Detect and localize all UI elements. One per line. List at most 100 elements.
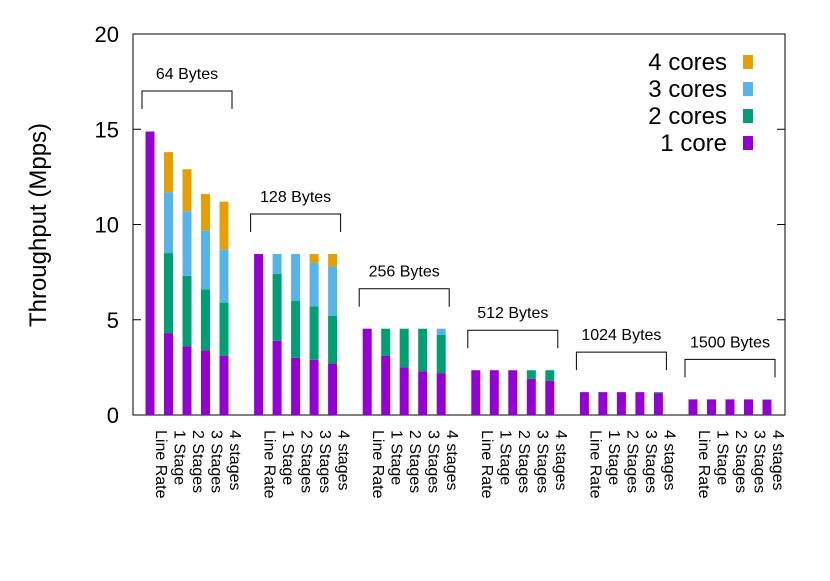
x-tick-label: 4 stages bbox=[660, 430, 677, 490]
y-tick-label: 20 bbox=[95, 22, 119, 47]
bar-segment-1-core bbox=[272, 340, 282, 415]
x-tick-labels: Line Rate 1 Stage 2 Stages 3 Stages 4 stages… bbox=[152, 430, 786, 499]
legend-label: 4 cores bbox=[648, 49, 727, 76]
bar-segment-2-cores bbox=[272, 274, 282, 341]
x-tick-label: 4 stages bbox=[552, 430, 569, 490]
bar-segment-3-cores bbox=[309, 262, 319, 307]
bar-segment-3-cores bbox=[272, 254, 282, 275]
legend-label: 3 cores bbox=[648, 76, 727, 103]
group-label: 128 Bytes bbox=[260, 189, 331, 206]
group-bracket bbox=[358, 288, 450, 307]
bar-segment-4-cores bbox=[328, 254, 338, 267]
x-tick-label: 4 stages bbox=[769, 430, 786, 490]
bar-segment-1-core bbox=[182, 346, 192, 415]
bar-segment-1-core bbox=[291, 357, 301, 415]
legend-swatch bbox=[743, 136, 753, 150]
bar-segment-2-cores bbox=[399, 328, 409, 368]
x-tick-label: 2 Stages bbox=[732, 430, 749, 493]
x-tick-label: Line Rate bbox=[369, 430, 386, 499]
x-tick-label: 2 Stages bbox=[298, 430, 315, 493]
bar-segment-4-cores bbox=[164, 152, 173, 193]
bar-segment-1-core bbox=[653, 393, 663, 415]
bar-segment-1-core bbox=[201, 350, 210, 415]
bar-line-rate bbox=[145, 131, 155, 415]
group-label: 256 Bytes bbox=[369, 264, 440, 281]
y-tick-label: 15 bbox=[95, 117, 119, 142]
bar-segment-2-cores bbox=[219, 302, 229, 356]
bar-segment-1-core bbox=[762, 399, 772, 415]
axes: 0 5 10 15 20 bbox=[95, 22, 786, 428]
bar-segment-3-cores bbox=[164, 192, 173, 254]
x-tick-label: 4 stages bbox=[335, 430, 352, 490]
bar-segment-2-cores bbox=[436, 334, 446, 374]
bar-segment-2-cores bbox=[182, 275, 192, 347]
x-tick-label: Line Rate bbox=[586, 430, 603, 499]
bar-segment-2-cores bbox=[309, 306, 319, 360]
group-brackets: 64 Bytes 128 Bytes 256 Bytes 512 Bytes 1024 … bbox=[141, 66, 776, 378]
bar-segment-1-core bbox=[707, 399, 716, 415]
bar-segment-1-core bbox=[489, 370, 499, 415]
bar-segment-1-core bbox=[219, 355, 229, 415]
bar-segment-1-core bbox=[164, 333, 173, 415]
group-bracket bbox=[684, 358, 776, 378]
bars bbox=[145, 131, 772, 415]
x-tick-label: 3 Stages bbox=[642, 430, 659, 493]
x-tick-label: 3 Stages bbox=[751, 430, 768, 493]
x-tick-label: 1 Stage bbox=[171, 430, 188, 485]
bar-line-rate bbox=[579, 392, 589, 415]
bar-line-rate bbox=[254, 254, 264, 415]
x-tick-label: 2 Stages bbox=[406, 430, 423, 493]
bar-segment-4-cores bbox=[182, 169, 192, 212]
bar-segment-1-core bbox=[399, 367, 409, 415]
legend-label: 1 core bbox=[660, 130, 727, 157]
bar-segment-4-cores bbox=[219, 201, 229, 250]
bar-line-rate bbox=[688, 399, 698, 415]
bar-segment-1-core bbox=[309, 359, 319, 415]
bar-segment-2-cores bbox=[526, 370, 536, 379]
bar-segment-3-cores bbox=[201, 230, 210, 290]
bar-segment-2-cores bbox=[653, 392, 663, 394]
x-tick-label: Line Rate bbox=[695, 430, 712, 499]
x-tick-label: 2 Stages bbox=[515, 430, 532, 493]
x-tick-label: 1 Stage bbox=[496, 430, 513, 485]
group-label: 1500 Bytes bbox=[690, 334, 770, 351]
x-tick-label: 2 Stages bbox=[623, 430, 640, 493]
legend-label: 2 cores bbox=[648, 103, 727, 130]
bar-segment-1-core bbox=[635, 392, 645, 415]
bar-segment-2-cores bbox=[291, 300, 301, 358]
x-tick-label: Line Rate bbox=[152, 430, 169, 499]
bar-segment-1-core bbox=[436, 373, 446, 415]
bar-segment-1-core bbox=[616, 392, 626, 415]
bar-segment-1-core bbox=[598, 392, 608, 415]
x-tick-label: 3 Stages bbox=[533, 430, 550, 493]
y-tick-label: 10 bbox=[95, 213, 119, 238]
bar-segment-3-cores bbox=[436, 328, 446, 335]
y-tick-label: 5 bbox=[107, 308, 119, 333]
x-tick-label: 1 Stage bbox=[714, 430, 731, 485]
bar-segment-1-core bbox=[418, 371, 428, 415]
bar-segment-1-core bbox=[744, 399, 753, 415]
group-bracket bbox=[467, 329, 559, 349]
group-label: 512 Bytes bbox=[477, 305, 548, 322]
x-tick-label: 4 stages bbox=[443, 430, 460, 490]
bar-segment-2-cores bbox=[164, 253, 173, 334]
x-tick-label: Line Rate bbox=[478, 430, 495, 499]
bar-segment-3-cores bbox=[182, 211, 192, 276]
bar-segment-2-cores bbox=[381, 328, 391, 356]
x-tick-label: 1 Stage bbox=[388, 430, 405, 485]
bar-segment-1-core bbox=[381, 355, 391, 415]
bar-segment-4-cores bbox=[309, 254, 319, 263]
x-tick-label: 1 Stage bbox=[605, 430, 622, 485]
bar-segment-1-core bbox=[328, 363, 338, 415]
bar-line-rate bbox=[471, 370, 481, 415]
x-tick-label: Line Rate bbox=[261, 430, 278, 499]
group-bracket bbox=[575, 351, 667, 371]
group-bracket bbox=[250, 213, 342, 233]
group-label: 64 Bytes bbox=[156, 66, 218, 83]
x-tick-label: 1 Stage bbox=[279, 430, 296, 485]
x-tick-label: 3 Stages bbox=[425, 430, 442, 493]
bar-segment-3-cores bbox=[328, 266, 338, 316]
bar-segment-2-cores bbox=[418, 328, 428, 372]
